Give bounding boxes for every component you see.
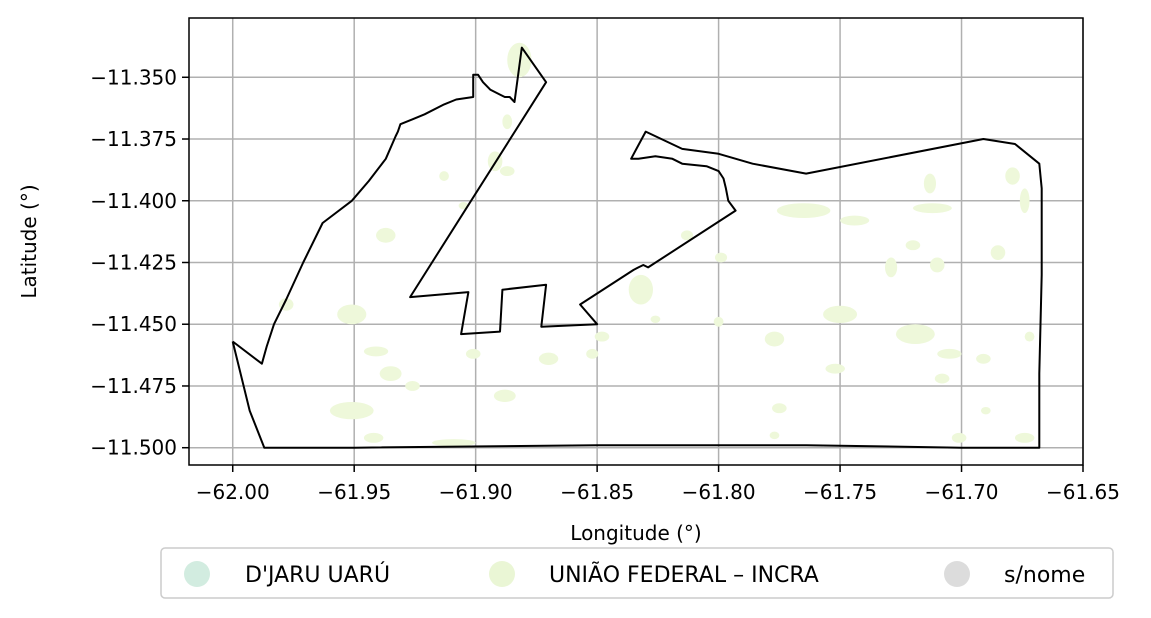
- land-patch: [1005, 167, 1020, 185]
- land-patch: [628, 274, 654, 305]
- land-patch: [895, 324, 935, 344]
- land-patch: [493, 389, 516, 403]
- plot-frame: [188, 17, 1084, 466]
- land-patch: [379, 366, 402, 382]
- land-patch: [825, 363, 845, 374]
- x-tick-label: −61.90: [439, 480, 513, 504]
- land-patch: [772, 403, 787, 414]
- land-patch: [823, 305, 858, 323]
- y-tick-label: −11.475: [90, 374, 177, 398]
- land-patch: [650, 315, 661, 323]
- x-tick-label: −61.85: [560, 480, 634, 504]
- y-tick-label: −11.350: [90, 65, 177, 89]
- land-patch: [680, 230, 694, 241]
- land-patch: [329, 402, 374, 420]
- legend-marker: [944, 561, 970, 587]
- land-patch: [363, 346, 389, 357]
- land-patch: [363, 432, 384, 443]
- land-patch: [502, 114, 513, 130]
- y-tick-label: −11.500: [90, 436, 177, 460]
- y-tick-label: −11.450: [90, 312, 177, 336]
- boundary-line: [231, 46, 1043, 449]
- land-patch: [951, 432, 967, 443]
- land-patch: [937, 348, 962, 359]
- land-patch: [439, 171, 449, 181]
- land-patch: [376, 227, 396, 243]
- land-patch: [1024, 331, 1035, 342]
- x-tick-label: −61.70: [925, 480, 999, 504]
- land-patch: [764, 331, 785, 347]
- land-patch: [713, 316, 724, 327]
- land-patch: [923, 173, 937, 194]
- land-patch: [431, 439, 476, 447]
- land-patch: [929, 257, 945, 273]
- legend-label: UNIÃO FEDERAL – INCRA: [549, 561, 819, 588]
- legend-label: s/nome: [1004, 563, 1085, 588]
- land-patch: [405, 381, 420, 391]
- x-tick-label: −61.80: [682, 480, 756, 504]
- land-patch: [499, 166, 515, 177]
- y-tick-label: −11.375: [90, 127, 177, 151]
- land-patches: [278, 42, 1035, 447]
- land-patch: [885, 257, 898, 278]
- land-patch: [1019, 188, 1030, 214]
- x-tick-label: −61.95: [317, 480, 391, 504]
- land-patch: [538, 352, 559, 365]
- legend-marker: [489, 561, 515, 587]
- land-patch: [776, 203, 831, 219]
- y-axis-label: Latitude (°): [17, 184, 41, 298]
- x-axis-ticks: −62.00 −61.95 −61.90 −61.85 −61.80 −61.75 −61.…: [196, 465, 1120, 504]
- y-tick-label: −11.425: [90, 250, 177, 274]
- land-patch: [769, 431, 780, 440]
- legend: D'JARU UARÚ UNIÃO FEDERAL – INCRA s/nome: [160, 547, 1114, 599]
- x-tick-label: −62.00: [196, 480, 270, 504]
- x-tick-label: −61.65: [1046, 480, 1120, 504]
- y-tick-label: −11.400: [90, 189, 177, 213]
- legend-label: D'JARU UARÚ: [245, 562, 390, 588]
- land-patch: [594, 331, 610, 342]
- legend-box: [160, 547, 1114, 599]
- legend-marker: [184, 561, 210, 587]
- y-axis-ticks: −11.350 −11.375 −11.400 −11.425 −11.450 −11.4…: [90, 65, 189, 460]
- land-patch: [934, 373, 950, 384]
- boundary-outline: [231, 46, 1043, 449]
- land-patch: [714, 252, 728, 263]
- land-patch: [840, 215, 870, 226]
- land-patch: [905, 240, 921, 251]
- land-patch: [912, 203, 952, 214]
- land-patch: [465, 348, 481, 359]
- land-patch: [990, 245, 1006, 261]
- land-patch: [1014, 432, 1035, 443]
- x-axis-label: Longitude (°): [570, 521, 701, 545]
- x-tick-label: −61.75: [803, 480, 877, 504]
- land-patch: [586, 348, 599, 359]
- land-patch: [980, 406, 991, 415]
- land-patch: [337, 304, 367, 325]
- land-patch: [976, 353, 991, 364]
